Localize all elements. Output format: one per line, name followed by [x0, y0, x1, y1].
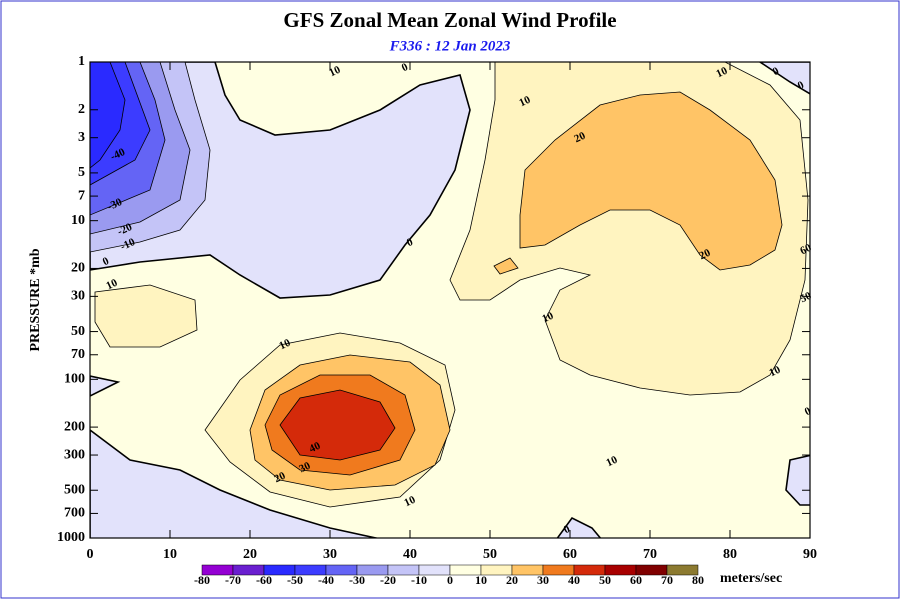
chart-subtitle: F336 : 12 Jan 2023 — [389, 38, 511, 54]
contour-label: -40 — [109, 146, 128, 163]
contour-fills — [90, 62, 810, 538]
contour-label: 10 — [327, 64, 342, 80]
contour-band — [90, 429, 380, 538]
contour-band — [785, 454, 810, 506]
y-tick-label: 1 — [78, 54, 85, 69]
contour-label: 0 — [771, 65, 782, 78]
colorbar-label: -80 — [194, 573, 210, 587]
colorbar-label: -60 — [256, 573, 272, 587]
x-tick-label: 20 — [243, 547, 257, 562]
contour-label: -20 — [116, 221, 135, 238]
colorbar-label: 40 — [568, 573, 580, 587]
contour-label: 10 — [104, 277, 119, 293]
y-tick-label: 5 — [78, 165, 85, 180]
y-axis-label: PRESSURE *mb — [28, 248, 43, 351]
x-tick-label: 90 — [803, 547, 817, 562]
colorbar-label: -10 — [411, 573, 427, 587]
contour-band — [758, 62, 810, 95]
plot-frame — [89, 61, 811, 539]
contour-label: 10 — [604, 454, 619, 470]
contour-label: 0 — [562, 523, 573, 536]
x-tick-label: 80 — [723, 547, 737, 562]
contour-label: -10 — [119, 236, 138, 253]
contour-label: 20 — [697, 247, 712, 263]
colorbar-label: 80 — [692, 573, 704, 587]
contour-label: 10 — [767, 364, 782, 380]
y-tick-label: 10 — [71, 213, 85, 228]
colorbar-label: 30 — [537, 573, 549, 587]
colorbar-swatch — [666, 564, 699, 576]
x-tick-label: 50 — [483, 547, 497, 562]
colorbar-label: 10 — [475, 573, 487, 587]
contour-band — [90, 375, 121, 397]
y-tick-label: 200 — [64, 419, 85, 434]
y-tick-label: 100 — [64, 372, 85, 387]
y-tick-label: 2 — [78, 102, 85, 117]
x-tick-label: 70 — [643, 547, 657, 562]
colorbar-label: -30 — [349, 573, 365, 587]
contour-band — [90, 62, 126, 169]
contour-label: 0 — [101, 255, 112, 268]
colorbar-label: 0 — [447, 573, 453, 587]
contour-label: 0 — [405, 236, 416, 249]
x-tick-label: 0 — [87, 547, 94, 562]
contour-label: 40 — [307, 440, 322, 456]
y-tick-label: 300 — [64, 447, 85, 462]
contour-label: 20 — [572, 130, 587, 146]
contour-band — [519, 91, 783, 271]
x-tick-label: 30 — [323, 547, 337, 562]
contour-label: 10 — [517, 94, 532, 110]
contour-label: 0 — [400, 61, 411, 74]
colorbar-label: 70 — [661, 573, 673, 587]
y-tick-label: 1000 — [57, 530, 85, 545]
colorbar-label: -50 — [287, 573, 303, 587]
colorbar-unit: meters/sec — [720, 571, 782, 586]
colorbar-label: 20 — [506, 573, 518, 587]
y-tick-label: 700 — [64, 506, 85, 521]
colorbar-label: -70 — [225, 573, 241, 587]
contour-band — [94, 284, 198, 348]
y-tick-label: 3 — [78, 130, 85, 145]
y-tick-label: 70 — [71, 347, 85, 362]
contour-label: 10 — [540, 310, 555, 326]
contour-band — [279, 389, 396, 461]
colorbar-label: -20 — [380, 573, 396, 587]
colorbar-label: 60 — [630, 573, 642, 587]
contour-label: 30 — [297, 460, 312, 476]
contour-band — [556, 516, 602, 538]
contour-band — [493, 257, 519, 275]
contour-label: 10 — [402, 494, 417, 510]
contour-label: 0 — [796, 79, 807, 92]
y-tick-label: 500 — [64, 482, 85, 497]
chart-title: GFS Zonal Mean Zonal Wind Profile — [283, 8, 616, 32]
x-tick-label: 60 — [563, 547, 577, 562]
y-tick-label: 50 — [71, 324, 85, 339]
contour-label: 0 — [803, 405, 814, 418]
contour-label: 20 — [272, 470, 287, 486]
y-tick-label: 30 — [71, 289, 85, 304]
contour-label: 10 — [277, 337, 292, 353]
y-tick-label: 20 — [71, 261, 85, 276]
x-tick-label: 40 — [403, 547, 417, 562]
contour-label: -30 — [106, 196, 125, 213]
contour-label: 10 — [714, 65, 729, 81]
colorbar-label: 50 — [599, 573, 611, 587]
y-tick-label: 7 — [78, 188, 85, 203]
x-tick-label: 10 — [163, 547, 177, 562]
colorbar-label: -40 — [318, 573, 334, 587]
